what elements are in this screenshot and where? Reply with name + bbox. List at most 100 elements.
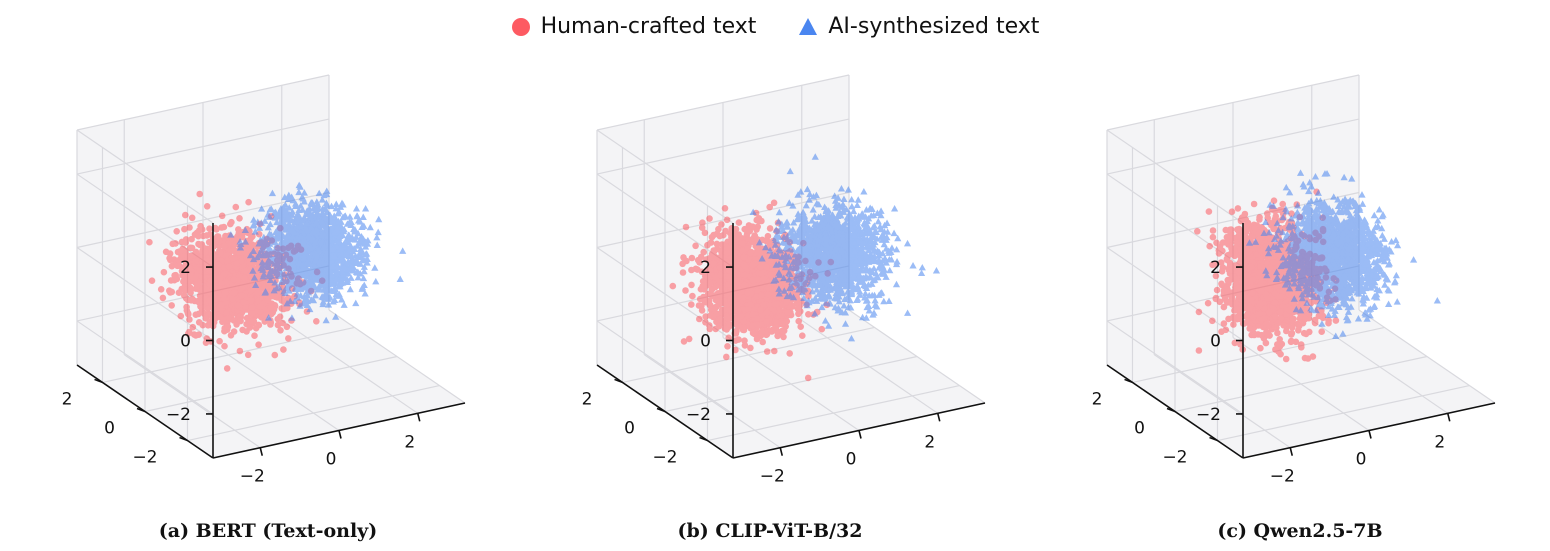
point-ai bbox=[299, 271, 307, 279]
z-tick-label: −2 bbox=[166, 405, 191, 425]
point-ai bbox=[296, 302, 304, 309]
point-human bbox=[166, 254, 173, 262]
point-human bbox=[741, 263, 749, 270]
point-ai bbox=[332, 200, 340, 208]
point-ai bbox=[883, 219, 891, 226]
point-ai bbox=[250, 274, 259, 281]
point-ai bbox=[284, 195, 292, 203]
point-human bbox=[247, 297, 255, 304]
point-human bbox=[739, 235, 746, 242]
point-ai bbox=[249, 221, 257, 229]
point-human bbox=[688, 301, 695, 308]
x-tick-label: 2 bbox=[404, 432, 415, 452]
point-ai bbox=[335, 237, 343, 245]
point-human bbox=[160, 268, 168, 276]
point-human bbox=[271, 351, 279, 359]
point-human bbox=[698, 224, 706, 231]
point-ai bbox=[252, 281, 260, 288]
point-human bbox=[247, 287, 255, 295]
point-human bbox=[711, 305, 718, 313]
point-human bbox=[688, 266, 695, 274]
point-ai bbox=[371, 264, 379, 271]
point-ai bbox=[336, 203, 345, 210]
point-ai bbox=[266, 247, 274, 254]
point-ai bbox=[329, 262, 337, 270]
point-human bbox=[162, 248, 170, 256]
point-ai bbox=[360, 222, 368, 229]
point-human bbox=[758, 292, 765, 299]
point-ai bbox=[340, 212, 348, 220]
point-ai bbox=[352, 205, 361, 212]
point-ai bbox=[354, 253, 362, 261]
point-human bbox=[224, 323, 232, 331]
point-human bbox=[707, 312, 714, 319]
point-ai bbox=[333, 267, 341, 274]
point-human bbox=[195, 310, 202, 318]
point-human bbox=[173, 228, 180, 235]
point-ai bbox=[356, 218, 364, 225]
point-human bbox=[240, 299, 247, 306]
point-human bbox=[702, 313, 709, 320]
point-human bbox=[241, 274, 248, 282]
point-human bbox=[749, 261, 757, 269]
point-human bbox=[221, 242, 228, 250]
point-human bbox=[157, 286, 165, 293]
point-human bbox=[711, 247, 718, 255]
point-ai bbox=[303, 226, 311, 233]
point-ai bbox=[291, 238, 299, 246]
point-human bbox=[196, 190, 203, 198]
point-human bbox=[221, 289, 229, 297]
point-human bbox=[723, 244, 731, 252]
point-human bbox=[214, 288, 222, 295]
point-human bbox=[229, 283, 236, 290]
point-ai bbox=[270, 248, 278, 255]
point-human bbox=[726, 321, 733, 328]
point-ai bbox=[249, 247, 258, 254]
point-ai bbox=[263, 242, 272, 250]
point-ai bbox=[334, 256, 342, 263]
point-ai bbox=[323, 249, 331, 256]
point-ai bbox=[271, 278, 279, 286]
point-human bbox=[175, 262, 183, 270]
point-human bbox=[741, 337, 748, 345]
point-human bbox=[280, 346, 287, 353]
point-human bbox=[682, 223, 690, 231]
point-ai bbox=[374, 228, 382, 236]
point-human bbox=[732, 236, 739, 243]
point-ai bbox=[281, 289, 289, 296]
point-ai bbox=[276, 228, 284, 236]
point-ai bbox=[280, 258, 288, 266]
point-ai bbox=[362, 238, 370, 245]
point-ai bbox=[871, 296, 879, 304]
point-ai bbox=[360, 263, 368, 270]
point-human bbox=[692, 242, 699, 250]
point-ai bbox=[300, 189, 308, 196]
point-ai bbox=[253, 253, 261, 261]
point-human bbox=[698, 307, 706, 314]
point-ai bbox=[311, 291, 320, 299]
point-human bbox=[771, 347, 778, 355]
point-ai bbox=[342, 250, 350, 258]
point-ai bbox=[286, 243, 294, 251]
point-human bbox=[282, 305, 289, 312]
point-human bbox=[195, 232, 202, 240]
point-ai bbox=[275, 209, 283, 216]
point-ai bbox=[312, 204, 320, 211]
point-human bbox=[765, 284, 772, 292]
point-ai bbox=[236, 237, 244, 245]
chart-legend: Human-crafted text AI-synthesized text bbox=[0, 14, 1550, 39]
point-human bbox=[698, 268, 706, 276]
point-ai bbox=[297, 291, 305, 299]
point-ai bbox=[319, 298, 327, 305]
point-ai bbox=[260, 270, 268, 278]
point-ai bbox=[347, 251, 356, 258]
point-human bbox=[759, 338, 766, 346]
point-ai bbox=[811, 294, 819, 301]
point-ai bbox=[326, 211, 334, 218]
point-ai bbox=[330, 229, 338, 236]
point-human bbox=[735, 323, 743, 330]
point-human bbox=[717, 264, 724, 272]
point-human bbox=[763, 348, 771, 355]
point-ai bbox=[293, 294, 302, 301]
point-human bbox=[279, 319, 286, 327]
